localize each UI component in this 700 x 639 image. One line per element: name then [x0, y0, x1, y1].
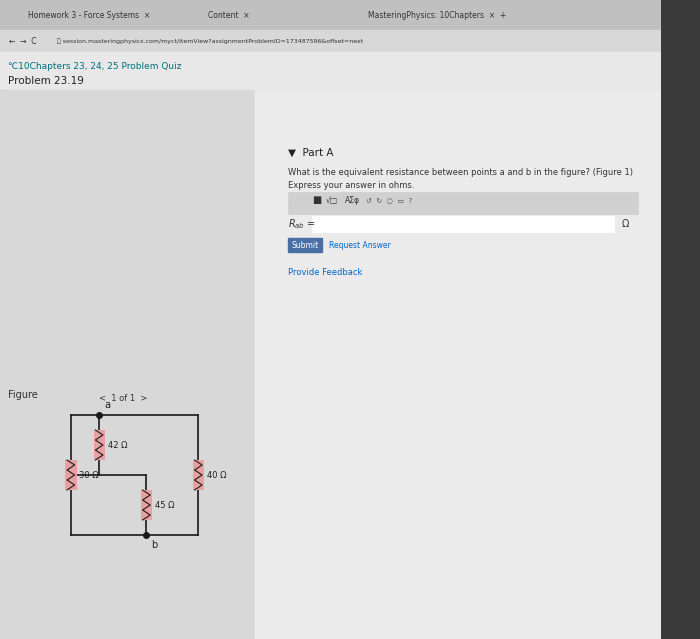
Text: Request Answer: Request Answer [329, 240, 391, 249]
Text: What is the equivalent resistance between points a and b in the figure? (Figure : What is the equivalent resistance betwee… [288, 168, 633, 177]
Bar [65, 460, 76, 490]
Text: Homework 3 - Force Systems  ×: Homework 3 - Force Systems × [28, 10, 150, 20]
Text: Figure: Figure [8, 390, 37, 400]
Text: 42 Ω: 42 Ω [108, 440, 127, 449]
Text: MasteringPhysics: 10Chapters  ×  +: MasteringPhysics: 10Chapters × + [368, 10, 507, 20]
Text: <  1 of 1  >: < 1 of 1 > [99, 394, 147, 403]
Text: 30 Ω: 30 Ω [79, 470, 99, 479]
Bar [193, 460, 204, 490]
Text: 40 Ω: 40 Ω [206, 470, 226, 479]
Text: 🔒 session.masteringphysics.com/myct/itemView?assignmentProblemID=173487596&offse: 🔒 session.masteringphysics.com/myct/item… [57, 38, 363, 44]
Bar [288, 238, 322, 252]
Text: Ω: Ω [622, 219, 629, 229]
Text: √□: √□ [326, 196, 338, 204]
Text: Problem 23.19: Problem 23.19 [8, 76, 83, 86]
Text: ℃10Chapters 23, 24, 25 Problem Quiz: ℃10Chapters 23, 24, 25 Problem Quiz [8, 62, 181, 71]
Text: Provide Feedback: Provide Feedback [288, 268, 363, 277]
Text: ■: ■ [312, 195, 321, 205]
Text: ↺  ↻  ○  ▭  ?: ↺ ↻ ○ ▭ ? [367, 197, 413, 203]
Text: 45 Ω: 45 Ω [155, 500, 174, 509]
Text: Content  ×: Content × [208, 10, 249, 20]
Text: ΑΣφ: ΑΣφ [344, 196, 360, 204]
Bar [312, 216, 614, 232]
Text: a: a [104, 400, 110, 410]
Bar [288, 192, 638, 214]
Bar [0, 30, 661, 52]
Text: b: b [151, 540, 158, 550]
Bar [0, 90, 255, 639]
Bar [255, 90, 661, 639]
Bar [0, 0, 661, 30]
Bar [94, 430, 105, 460]
Text: ←  →  C: ← → C [9, 36, 37, 45]
Bar [141, 490, 152, 520]
Text: Submit: Submit [291, 240, 318, 249]
Text: $R_{ab}$ =: $R_{ab}$ = [288, 217, 316, 231]
Text: ▼  Part A: ▼ Part A [288, 148, 334, 158]
Text: Express your answer in ohms.: Express your answer in ohms. [288, 181, 414, 190]
